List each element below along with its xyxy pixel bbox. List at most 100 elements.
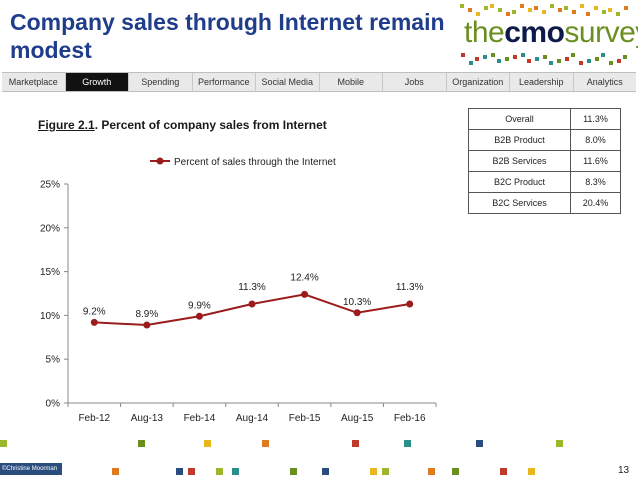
logo-tile	[512, 10, 516, 14]
section-nav: Marketplace Growth Spending Performance Soci…	[2, 72, 636, 92]
nav-tab-performance[interactable]: Performance	[193, 73, 256, 91]
logo-tile	[497, 59, 501, 63]
summary-value: 8.3%	[570, 171, 621, 193]
nav-tab-mobile[interactable]: Mobile	[320, 73, 383, 91]
data-label: 11.3%	[238, 282, 266, 293]
decor-square	[556, 440, 563, 447]
logo-tile	[580, 4, 584, 8]
nav-tab-growth[interactable]: Growth	[65, 73, 129, 91]
logo-tile	[535, 57, 539, 61]
logo-tile	[564, 6, 568, 10]
data-label: 12.4%	[290, 272, 318, 283]
logo-tile	[609, 61, 613, 65]
logo-tile	[534, 6, 538, 10]
logo-tile	[475, 57, 479, 61]
logo-tile	[542, 10, 546, 14]
data-label: 9.2%	[83, 306, 106, 317]
copyright-credit: ©Christine Moorman	[0, 463, 62, 475]
logo-tile	[572, 10, 576, 14]
nav-tab-social-media[interactable]: Social Media	[256, 73, 320, 91]
decor-square	[452, 468, 459, 475]
summary-table: Overall 11.3% B2B Product 8.0% B2B Services 1…	[468, 108, 621, 214]
x-tick-label: Aug-15	[341, 413, 374, 424]
y-tick-label: 5%	[46, 355, 61, 366]
data-label: 9.9%	[188, 300, 211, 311]
logo-tile	[601, 53, 605, 57]
summary-label: B2B Services	[468, 150, 571, 172]
data-label: 10.3%	[343, 297, 371, 308]
logo-tile	[595, 57, 599, 61]
data-label: 11.3%	[396, 282, 424, 293]
decor-square	[528, 468, 535, 475]
summary-value: 11.3%	[570, 108, 621, 130]
nav-tab-jobs[interactable]: Jobs	[383, 73, 447, 91]
logo-tile	[616, 12, 620, 16]
logo-tile	[505, 57, 509, 61]
summary-value: 8.0%	[570, 129, 621, 151]
nav-tab-spending[interactable]: Spending	[129, 73, 193, 91]
decor-square	[216, 468, 223, 475]
nav-tab-analytics[interactable]: Analytics	[586, 77, 623, 87]
logo-tile	[491, 53, 495, 57]
y-tick-label: 0%	[46, 399, 61, 410]
page-title: Company sales through Internet remain mo…	[10, 9, 445, 63]
nav-tab-organization[interactable]: Organization	[447, 73, 510, 91]
decor-square	[404, 440, 411, 447]
logo-tile	[520, 4, 524, 8]
logo-tile	[521, 53, 525, 57]
data-point	[301, 290, 309, 298]
logo-wordmark: thecmosurvey	[464, 16, 638, 49]
decor-square	[476, 440, 483, 447]
logo-tile	[558, 8, 562, 12]
logo-tile	[550, 4, 554, 8]
y-tick-label: 10%	[40, 311, 60, 322]
figure-title: Figure 2.1. Percent of company sales fro…	[38, 118, 327, 132]
summary-label: B2B Product	[468, 129, 571, 151]
decorative-squares	[0, 440, 563, 475]
x-tick-label: Aug-14	[236, 413, 269, 424]
decor-square	[188, 468, 195, 475]
cmo-survey-logo: thecmosurvey	[460, 4, 638, 66]
decor-square	[0, 440, 7, 447]
logo-tile	[498, 8, 502, 12]
logo-tile	[557, 59, 561, 63]
nav-tab-marketplace[interactable]: Marketplace	[2, 73, 66, 91]
logo-tile	[460, 4, 464, 8]
logo-tile	[461, 53, 465, 57]
logo-tile	[469, 61, 473, 65]
summary-row: B2C Product 8.3%	[468, 171, 621, 193]
decor-square	[428, 468, 435, 475]
data-point	[248, 300, 256, 308]
logo-tile	[587, 59, 591, 63]
summary-row: B2B Product 8.0%	[468, 129, 621, 151]
logo-tile	[594, 6, 598, 10]
logo-tile	[483, 55, 487, 59]
legend-marker	[156, 157, 164, 165]
legend-label: Percent of sales through the Internet	[174, 157, 336, 168]
logo-tile	[617, 59, 621, 63]
summary-label: B2C Services	[468, 192, 571, 214]
summary-row: B2C Services 20.4%	[468, 192, 621, 214]
decor-square	[262, 440, 269, 447]
decor-square	[352, 440, 359, 447]
data-point	[90, 318, 98, 326]
logo-tile	[513, 55, 517, 59]
y-tick-label: 20%	[40, 223, 60, 234]
summary-row: B2B Services 11.6%	[468, 150, 621, 172]
decor-square	[204, 440, 211, 447]
x-tick-label: Feb-16	[394, 413, 426, 424]
decor-square	[382, 468, 389, 475]
logo-tile	[623, 55, 627, 59]
decor-square	[322, 468, 329, 475]
nav-tab-leadership[interactable]: Leadership	[510, 73, 574, 91]
logo-tile	[579, 61, 583, 65]
decor-square	[138, 440, 145, 447]
summary-value: 11.6%	[570, 150, 621, 172]
data-label: 8.9%	[135, 309, 158, 320]
data-point	[143, 321, 151, 329]
decor-square	[500, 468, 507, 475]
logo-tile	[571, 53, 575, 57]
decor-square	[232, 468, 239, 475]
logo-tile	[484, 6, 488, 10]
logo-tile	[608, 8, 612, 12]
